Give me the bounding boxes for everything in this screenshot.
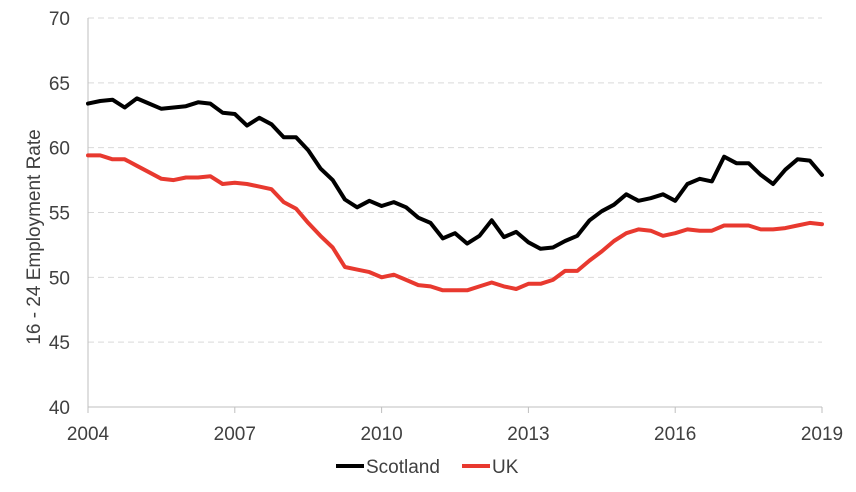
series-line-scotland [86,96,824,251]
y-tick-label: 55 [49,204,70,225]
x-tick-label: 2013 [507,424,549,445]
y-tick-label: 60 [49,139,70,160]
y-axis-title: 16 - 24 Employment Rate [24,129,45,344]
legend-label: Scotland [366,457,440,478]
y-tick-label: 40 [49,398,70,419]
y-tick-label: 45 [49,333,70,354]
y-tick-label: 50 [49,268,70,289]
legend-label: UK [492,457,519,478]
x-tick-label: 2010 [360,424,402,445]
y-tick-label: 70 [49,9,70,30]
gridlines [88,17,822,343]
series-line-uk [86,153,824,293]
legend: Scotland UK [336,457,519,478]
axes [87,18,823,413]
x-tick-label: 2019 [801,424,843,445]
x-tick-labels: 2004 2007 2010 2013 2016 2019 [67,424,843,445]
x-tick-label: 2007 [214,424,256,445]
y-tick-label: 65 [49,74,70,95]
x-tick-label: 2004 [67,424,110,445]
series-lines [86,96,824,293]
y-tick-labels: 40 45 50 55 60 65 70 [49,9,70,419]
x-tick-label: 2016 [654,424,696,445]
